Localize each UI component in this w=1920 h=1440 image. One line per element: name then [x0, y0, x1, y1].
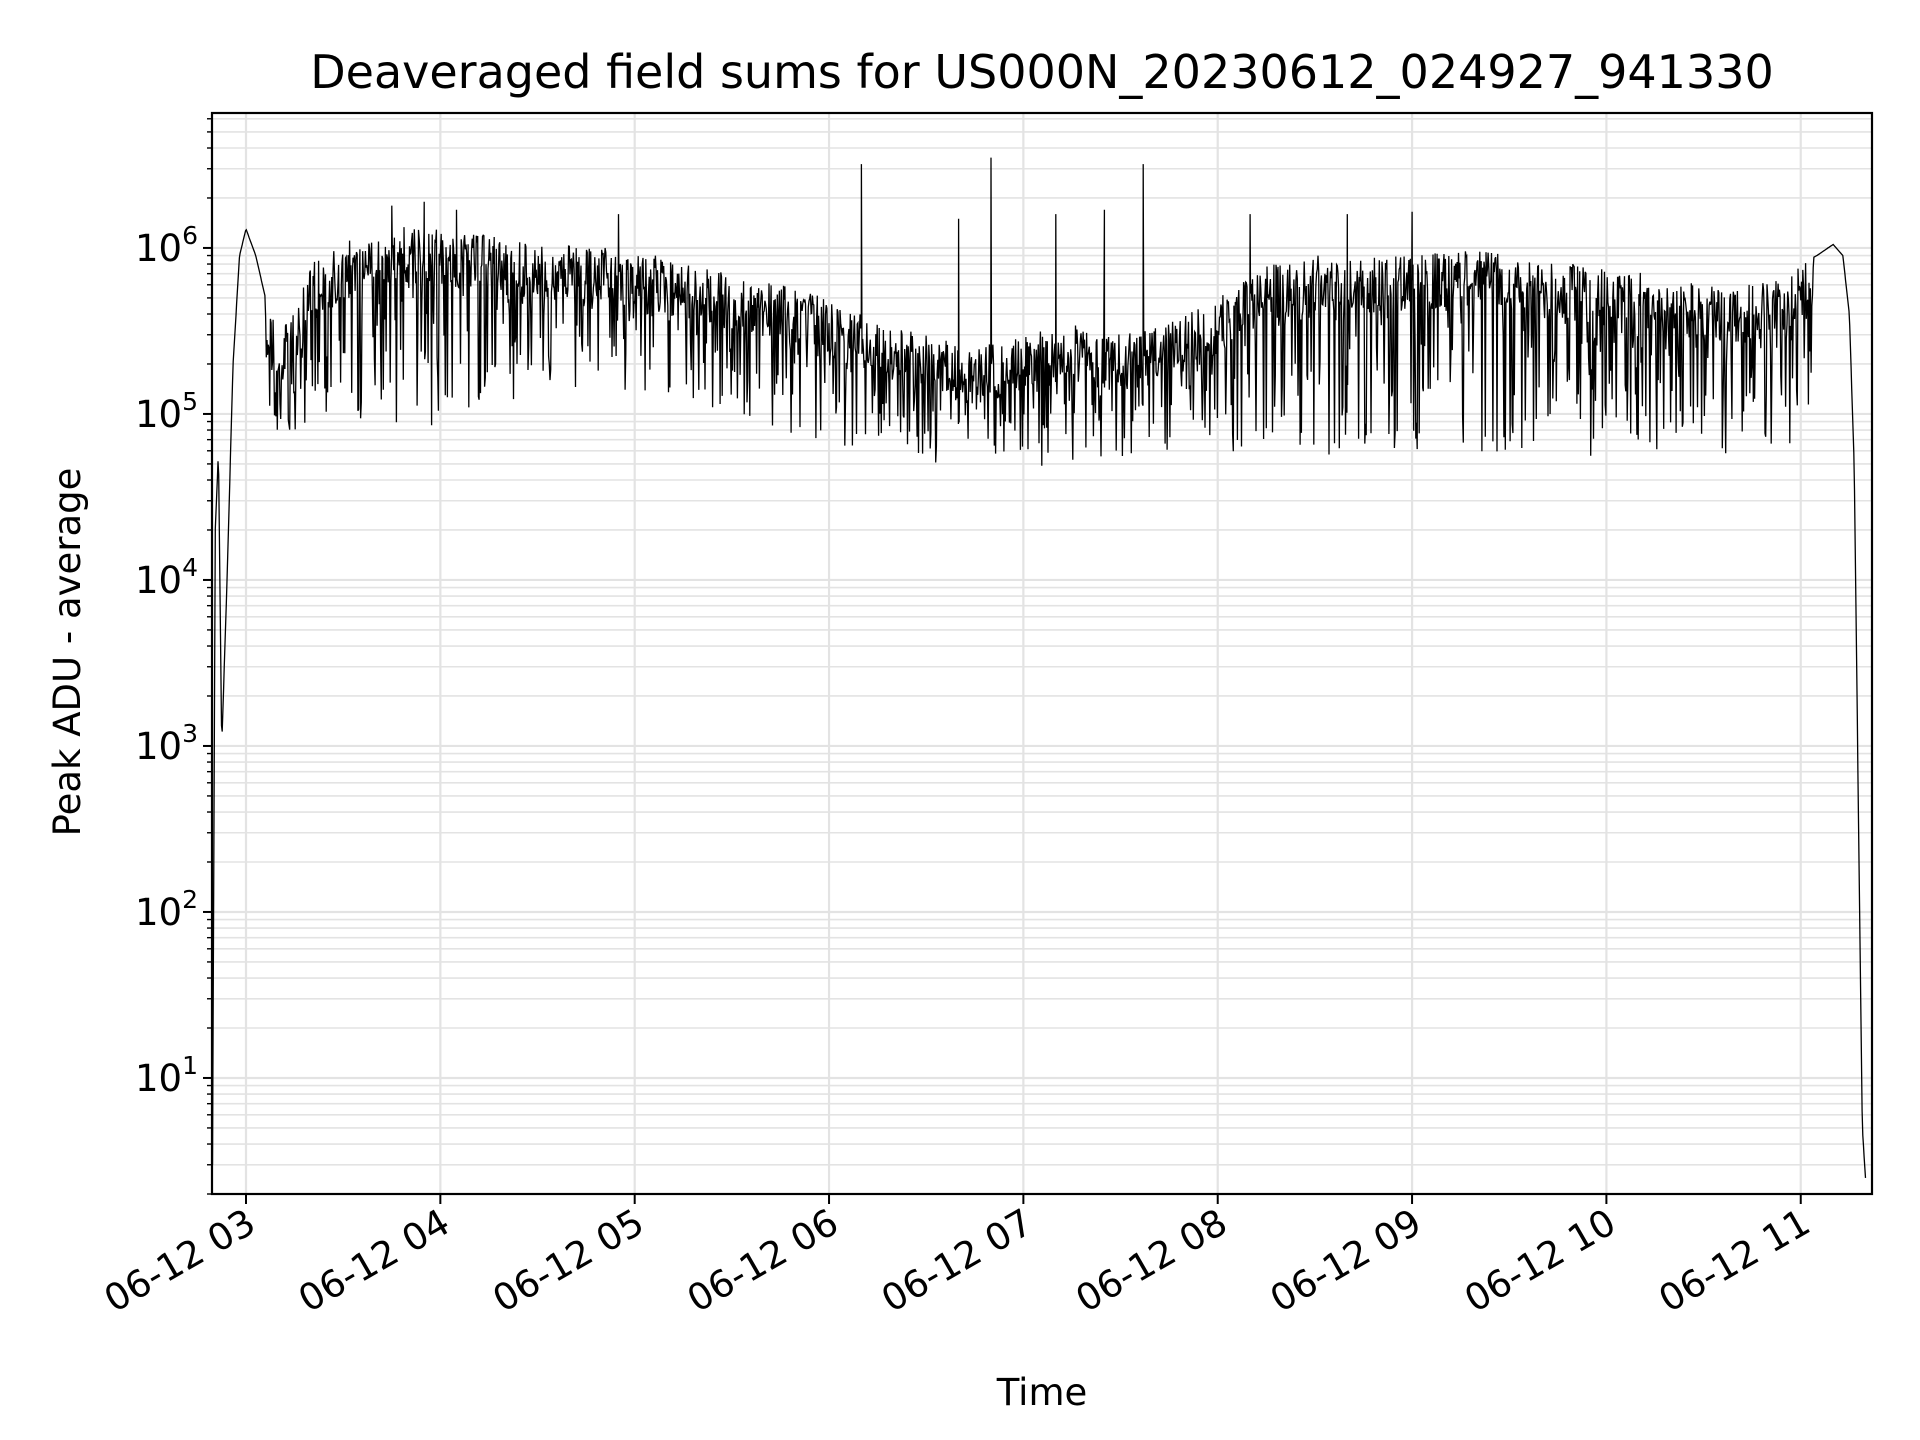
axis-ticks — [203, 118, 1802, 1204]
axes-frame — [210, 111, 1874, 1196]
y-tick-label: 104 — [135, 553, 198, 602]
y-axis-label: Peak ADU - average — [46, 468, 89, 837]
y-tick-label: 106 — [135, 221, 198, 270]
chart-title: Deaveraged field sums for US000N_2023061… — [310, 45, 1774, 99]
series-layer — [211, 157, 1867, 1178]
minor-grid — [212, 117, 1872, 1195]
y-tick-label: 105 — [135, 387, 198, 436]
series-line — [211, 157, 1867, 1178]
y-tick-label: 103 — [135, 719, 198, 768]
y-tick-label: 101 — [135, 1051, 198, 1100]
x-axis-label: Time — [996, 1371, 1088, 1414]
y-tick-label: 102 — [135, 885, 198, 934]
y-tick-labels: 101 102 103 104 105 106 — [135, 221, 198, 1100]
